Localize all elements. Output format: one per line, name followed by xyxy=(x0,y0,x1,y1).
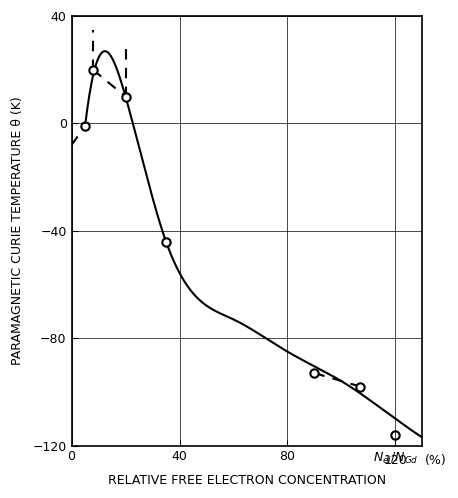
Text: 120: 120 xyxy=(383,454,407,467)
Y-axis label: PARAMAGNETIC CURIE TEMPERATURE θ (K): PARAMAGNETIC CURIE TEMPERATURE θ (K) xyxy=(11,97,24,365)
X-axis label: RELATIVE FREE ELECTRON CONCENTRATION: RELATIVE FREE ELECTRON CONCENTRATION xyxy=(108,474,386,487)
Text: (%): (%) xyxy=(425,454,447,467)
